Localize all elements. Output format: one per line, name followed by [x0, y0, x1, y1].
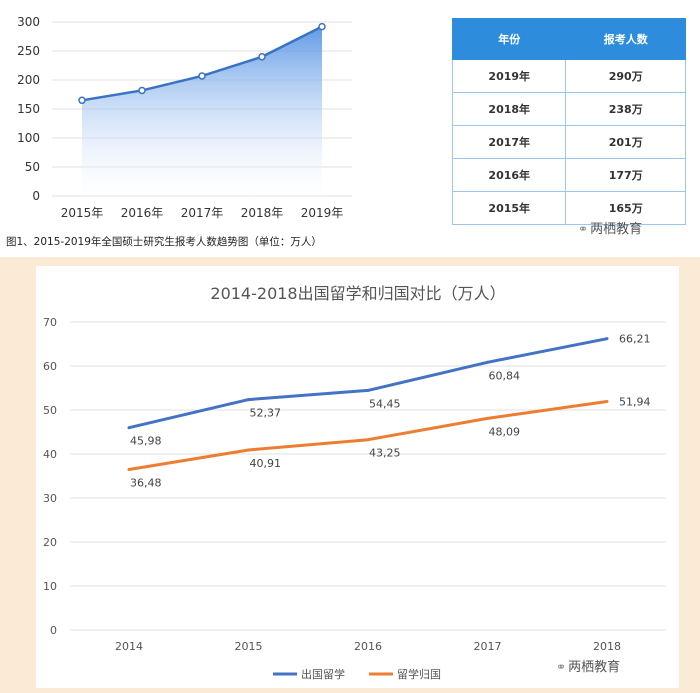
- data-label: 45,98: [130, 435, 162, 448]
- chart-caption: 图1、2015-2019年全国硕士研究生报考人数趋势图（单位：万人）: [6, 236, 322, 248]
- data-label: 60,84: [489, 369, 521, 382]
- watermark: ⚭ 两栖教育: [578, 218, 642, 237]
- y-tick-label: 30: [43, 492, 57, 505]
- y-tick-label: 0: [32, 189, 40, 203]
- chart-title: 2014-2018出国留学和归国对比（万人）: [210, 284, 505, 303]
- data-point: [605, 399, 609, 403]
- data-label: 40,91: [250, 457, 282, 470]
- y-tick-label: 150: [17, 102, 40, 116]
- applicants-table: 年份 报考人数 2019年 290万 2018年 238万 2017年 201万…: [451, 18, 686, 225]
- series-line: [128, 337, 608, 430]
- table-cell: 2016年: [451, 158, 567, 192]
- table-cell: 165万: [565, 191, 686, 225]
- data-point: [486, 416, 489, 420]
- y-tick-label: 50: [25, 160, 40, 174]
- watermark-text: 两栖教育: [568, 660, 621, 675]
- data-point: [605, 337, 609, 341]
- table-cell: 2015年: [451, 191, 567, 225]
- x-tick-label: 2017: [474, 640, 502, 653]
- data-label: 54,45: [369, 397, 401, 410]
- data-label: 48,09: [489, 425, 521, 438]
- y-tick-label: 40: [43, 448, 57, 461]
- data-point: [247, 398, 250, 402]
- data-point: [486, 360, 489, 364]
- legend-label: 留学归国: [397, 667, 441, 681]
- x-tick-label: 2019年: [301, 206, 344, 220]
- table-header-count: 报考人数: [565, 18, 686, 60]
- table-row: 2015年 165万: [451, 191, 686, 225]
- data-label: 51,94: [619, 395, 651, 408]
- y-tick-label: 10: [43, 580, 57, 593]
- data-label: 36,48: [130, 476, 162, 489]
- x-tick-label: 2014: [115, 640, 143, 653]
- y-tick-label: 0: [50, 624, 57, 637]
- x-tick-label: 2015: [235, 640, 263, 653]
- data-label: 52,37: [250, 407, 282, 420]
- data-point: [318, 22, 326, 31]
- data-point: [78, 96, 86, 105]
- data-point: [198, 72, 206, 80]
- table-header-year: 年份: [451, 18, 567, 60]
- data-point: [127, 467, 131, 471]
- table-cell: 290万: [565, 59, 686, 93]
- y-tick-label: 60: [43, 360, 57, 373]
- table-cell: 238万: [565, 92, 686, 126]
- table-cell: 201万: [565, 125, 686, 159]
- data-label: 43,25: [369, 447, 401, 460]
- data-point: [247, 448, 250, 452]
- wechat-icon: ⚭: [556, 660, 567, 674]
- data-point: [127, 426, 131, 430]
- table-row: 2019年 290万: [451, 59, 686, 93]
- data-point: [366, 388, 370, 392]
- x-tick-label: 2016年: [121, 206, 164, 220]
- y-tick-label: 250: [17, 44, 40, 58]
- x-tick-label: 2017年: [181, 206, 224, 220]
- bottom-panel: 2014-2018出国留学和归国对比（万人） 0 10 20 30 40 50 60 70 201…: [36, 266, 679, 688]
- area-fill: [82, 26, 322, 196]
- x-tick-label: 2018年: [241, 206, 284, 220]
- applicants-area-chart: 0 50 100 150 200 250 300 2015年 2016年 2017年 2018年 20…: [17, 15, 352, 220]
- x-tick-label: 2015年: [61, 206, 104, 220]
- wechat-icon: ⚭: [578, 222, 589, 236]
- top-panel: 0 50 100 150 200 250 300 2015年 2016年 2017年 2018年 20…: [0, 0, 700, 257]
- y-tick-label: 70: [43, 316, 57, 329]
- table-row: 2016年 177万: [451, 158, 686, 192]
- x-tick-label: 2018: [593, 640, 621, 653]
- y-tick-label: 100: [17, 131, 40, 145]
- data-point: [366, 438, 370, 442]
- x-tick-label: 2016: [354, 640, 382, 653]
- data-label: 66,21: [619, 333, 651, 346]
- watermark: ⚭ 两栖教育: [556, 656, 620, 675]
- data-point: [258, 53, 266, 61]
- table-cell: 2017年: [451, 125, 567, 159]
- table-row: 2018年 238万: [451, 92, 686, 126]
- y-tick-label: 50: [43, 404, 57, 417]
- y-tick-label: 200: [17, 73, 40, 87]
- y-tick-label: 20: [43, 536, 57, 549]
- watermark-text: 两栖教育: [590, 222, 643, 237]
- data-point: [138, 86, 146, 95]
- legend-label: 出国留学: [301, 667, 345, 681]
- y-tick-label: 300: [17, 15, 40, 29]
- study-abroad-line-chart: 2014-2018出国留学和归国对比（万人） 0 10 20 30 40 50 60 70 201…: [43, 284, 666, 681]
- table-cell: 177万: [565, 158, 686, 192]
- table-cell: 2019年: [451, 59, 567, 93]
- table-cell: 2018年: [451, 92, 567, 126]
- table-row: 2017年 201万: [451, 125, 686, 159]
